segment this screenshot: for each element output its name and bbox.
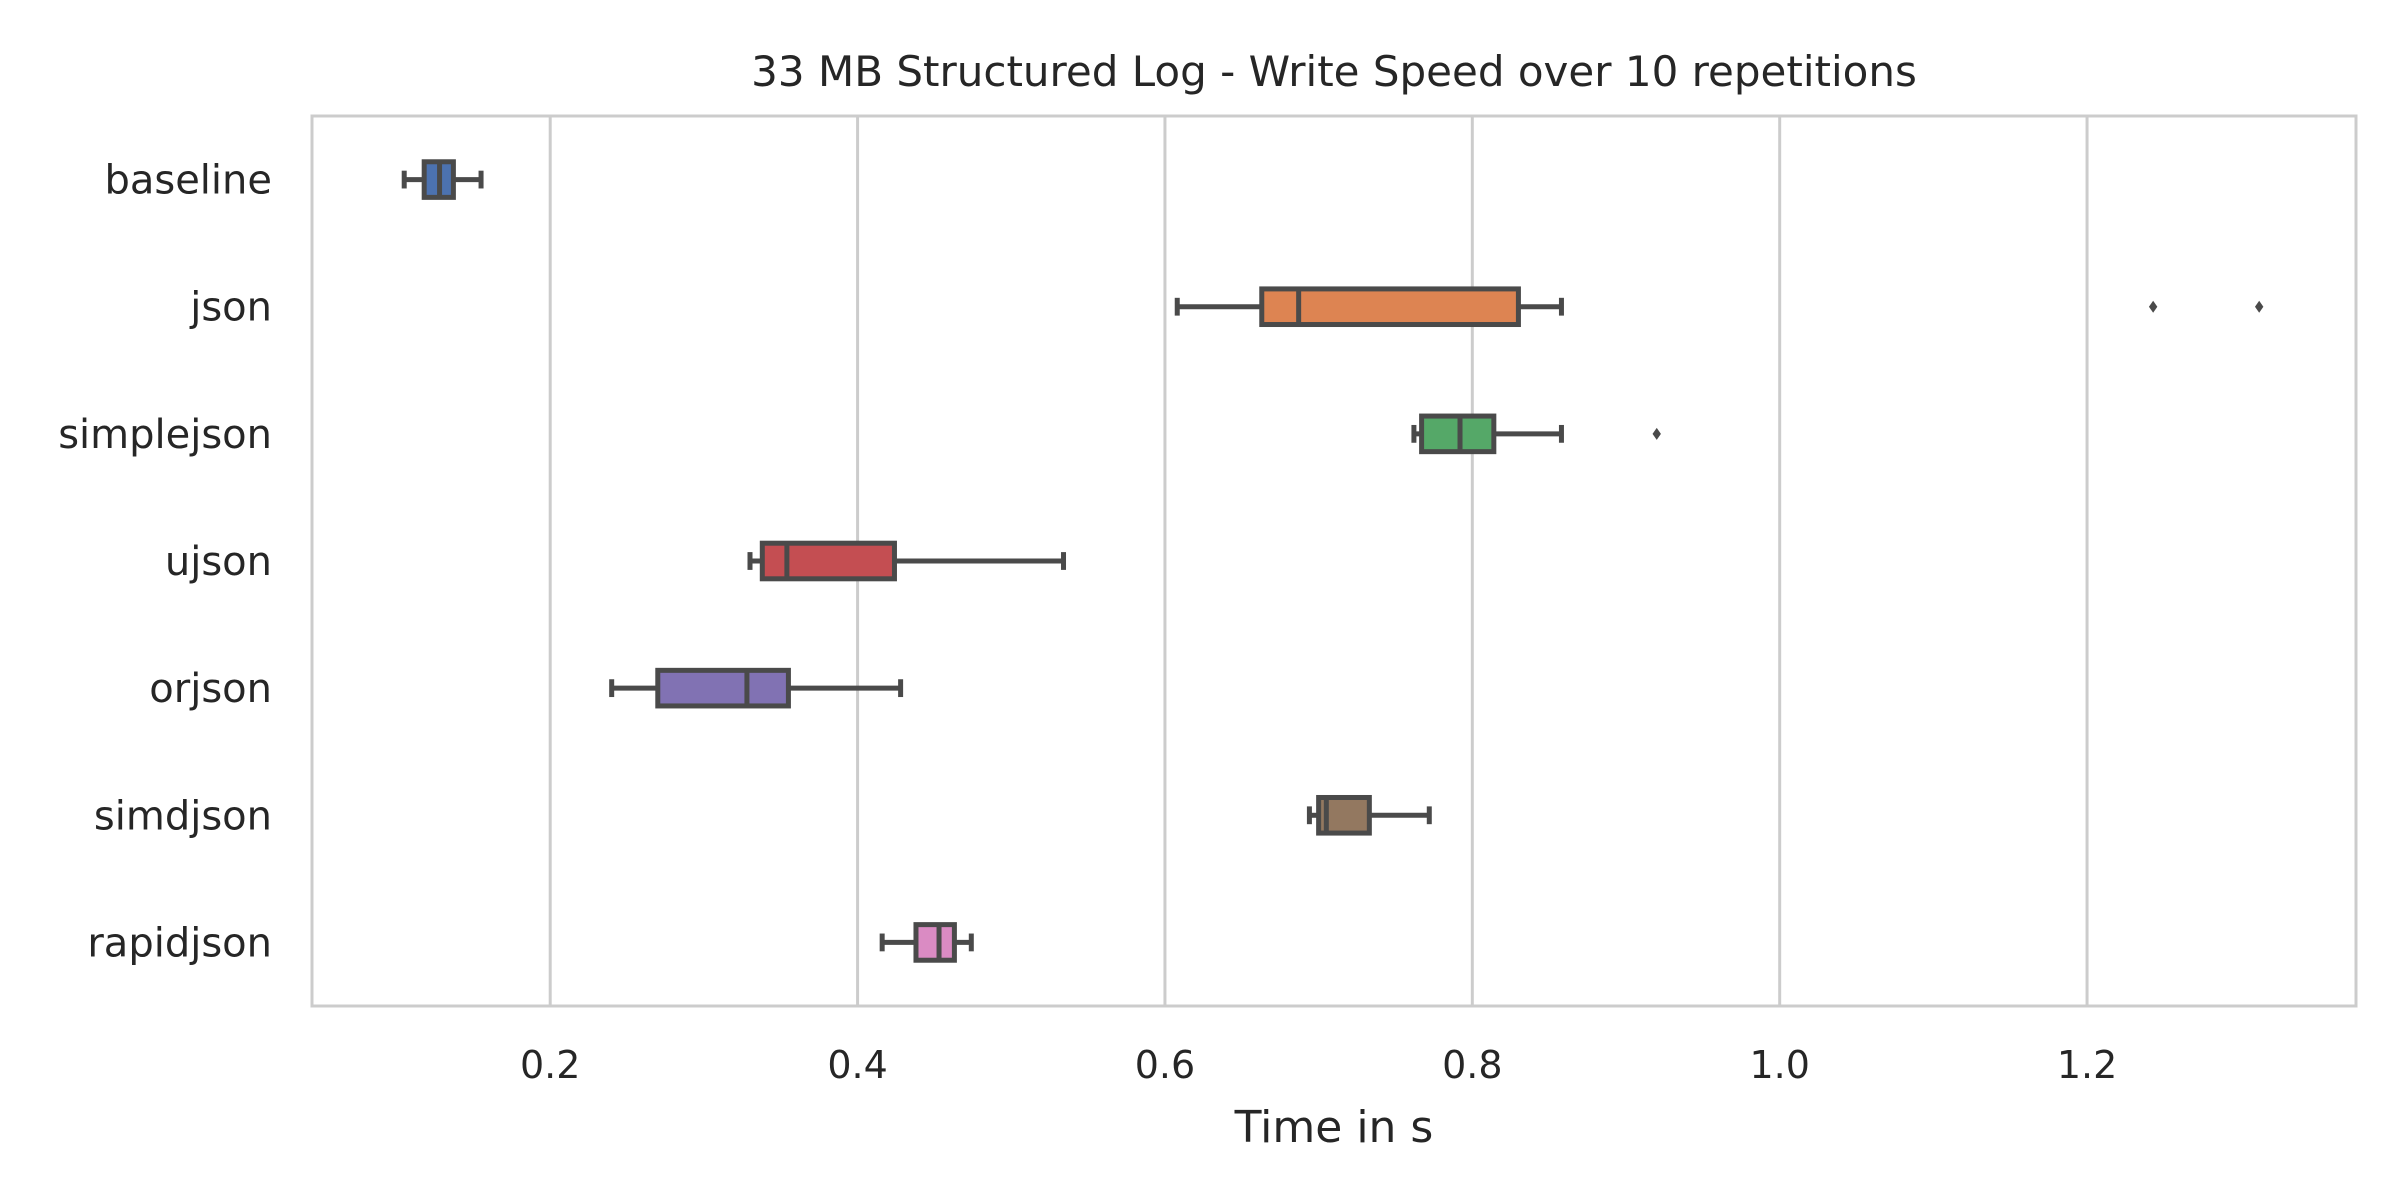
y-tick-label: rapidjson: [87, 920, 272, 966]
outlier-point: [1652, 427, 1661, 440]
y-tick-label: simplejson: [58, 412, 272, 458]
box-simdjson: [1306, 794, 1432, 836]
y-tick-label: ujson: [165, 539, 272, 585]
iqr-box: [759, 540, 897, 582]
box-baseline: [401, 159, 484, 200]
box-json: [1174, 286, 2264, 328]
x-tick-labels: 0.2 0.4 0.6 0.8 1.0 1.2: [520, 1043, 2117, 1087]
outlier-point: [2148, 300, 2158, 313]
iqr-box: [913, 922, 957, 963]
x-axis-label: Time in s: [1234, 1102, 1434, 1153]
outlier-point: [2254, 300, 2264, 313]
box-ujson: [747, 540, 1067, 582]
box-simplejson: [1411, 413, 1661, 455]
y-tick-label: json: [189, 285, 272, 331]
iqr-box: [1259, 286, 1521, 328]
chart-title: 33 MB Structured Log - Write Speed over …: [751, 47, 1917, 96]
y-tick-label: orjson: [149, 666, 272, 712]
x-tick-label: 0.6: [1135, 1043, 1195, 1087]
boxes: [401, 159, 2264, 963]
y-tick-label: baseline: [104, 158, 272, 204]
plot-frame: [310, 114, 2358, 1008]
x-tick-label: 1.0: [1749, 1043, 1809, 1087]
box-orjson: [609, 667, 904, 709]
box-rapidjson: [879, 922, 974, 963]
x-tick-label: 1.2: [2057, 1043, 2117, 1087]
x-tick-label: 0.8: [1442, 1043, 1502, 1087]
iqr-box: [655, 667, 791, 709]
grid-lines: [548, 116, 2089, 1006]
y-tick-label: simdjson: [94, 793, 272, 839]
x-tick-label: 0.4: [827, 1043, 887, 1087]
y-tick-labels: baseline json simplejson ujson orjson simdjso…: [58, 158, 272, 967]
x-tick-label: 0.2: [520, 1043, 580, 1087]
